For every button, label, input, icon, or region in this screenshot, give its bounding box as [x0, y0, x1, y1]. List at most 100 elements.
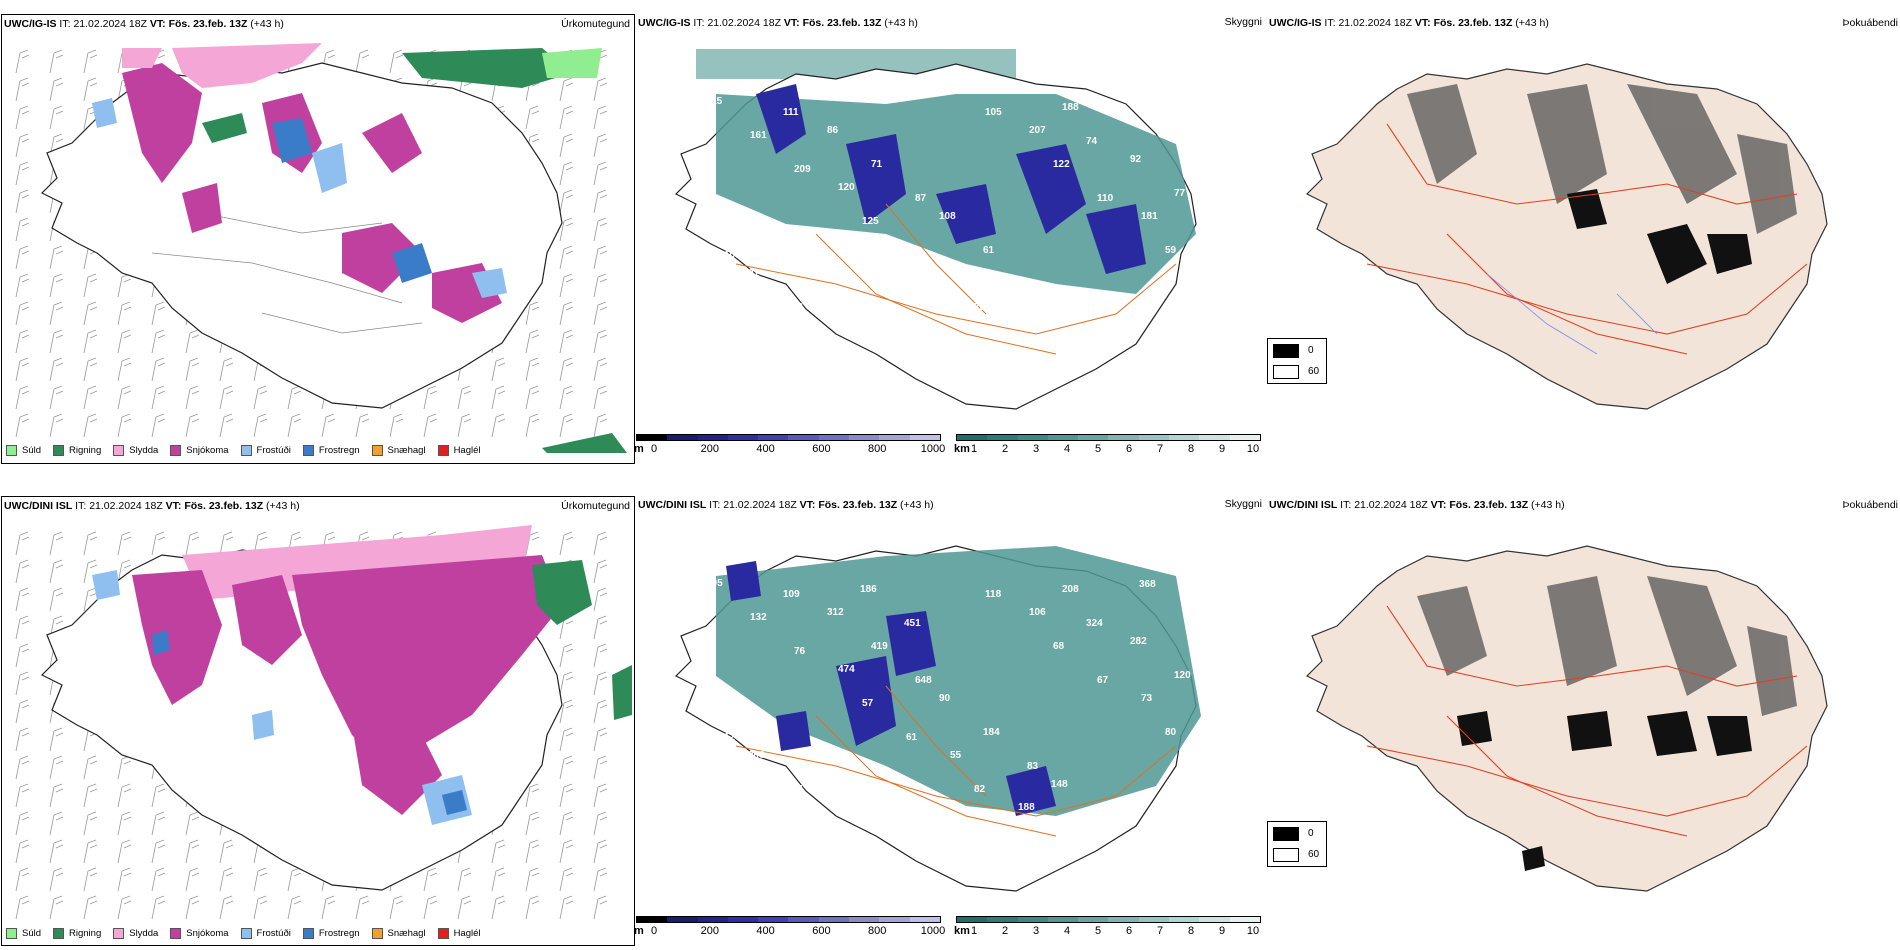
cloudbase-label: 90 [939, 693, 951, 704]
colorbar-tick: 9 [1218, 443, 1226, 455]
cloudbase-labels: 115 105 161 207 209 122 120 110 125 181 95 59 78 83 72… [706, 96, 1186, 342]
wind-barb [491, 413, 506, 438]
cloudbase-label: 209 [794, 164, 811, 175]
colorbar-tick: 2 [1001, 925, 1009, 937]
legend-swatch [437, 928, 449, 939]
wind-barb [593, 559, 608, 584]
legend-item: Haglél [437, 445, 481, 456]
wind-barb [15, 671, 30, 696]
precip-type-panel-top: UWC/IG-IS IT: 21.02.2024 18Z VT: Fös. 23… [1, 14, 635, 464]
wind-barb [423, 385, 438, 410]
wind-barb [117, 301, 132, 326]
cloudbase-label: 135 [1018, 320, 1035, 331]
legend-item: Rigning [53, 445, 101, 456]
wind-barb [117, 413, 132, 438]
wind-barb [389, 895, 404, 920]
wind-barb [83, 49, 98, 74]
legend-swatch [53, 445, 65, 456]
precip-type-map [15, 43, 627, 453]
wind-barb [15, 811, 30, 836]
wind-barb [151, 301, 166, 326]
wind-barb [525, 301, 540, 326]
cloudbase-label: 77 [1174, 188, 1186, 199]
wind-barb [491, 385, 506, 410]
wind-barb [559, 531, 574, 556]
wind-barb [49, 531, 64, 556]
colorbar-tick: 800 [868, 925, 887, 937]
wind-barb [559, 727, 574, 752]
colorbar-tick: 5 [1094, 925, 1102, 937]
wind-barb [423, 867, 438, 892]
wind-barb [525, 357, 540, 382]
cloudbase-label: 184 [983, 727, 1000, 738]
wind-barb [15, 245, 30, 270]
cloudbase-label: 80 [1165, 727, 1177, 738]
wind-barb [457, 385, 472, 410]
cloudbase-label: 106 [759, 807, 776, 818]
legend-item: Slydda [113, 928, 158, 939]
wind-barb [559, 301, 574, 326]
wind-barb [117, 273, 132, 298]
wind-barb [219, 839, 234, 864]
wind-barb [559, 413, 574, 438]
colorbar-tick: 3 [1032, 443, 1040, 455]
wind-barb [593, 105, 608, 130]
wind-barb [593, 671, 608, 696]
panel-header: UWC/DINI ISL IT: 21.02.2024 18Z VT: Fös.… [4, 500, 300, 512]
wind-barb [559, 189, 574, 214]
wind-barb [117, 329, 132, 354]
wind-barb [287, 413, 302, 438]
cloudbase-label: 122 [1053, 159, 1070, 170]
wind-barb [593, 217, 608, 242]
wind-barb [593, 867, 608, 892]
wind-barb [117, 811, 132, 836]
wind-barb [15, 217, 30, 242]
wind-barb [15, 559, 30, 584]
wind-barb [83, 783, 98, 808]
rain-areas [202, 48, 627, 453]
wind-barb [593, 77, 608, 102]
wind-barb [83, 329, 98, 354]
wind-barb [49, 587, 64, 612]
wind-barb [49, 895, 64, 920]
legend-item: Snjókoma [170, 928, 229, 939]
fog-map [1305, 545, 1828, 892]
legend-swatch [113, 445, 125, 456]
colorbar-tick: 5 [1094, 443, 1102, 455]
legend-item: Frostregn [302, 445, 360, 456]
wind-barb [491, 839, 506, 864]
wind-barb [593, 245, 608, 270]
visibility-title: Skyggni [1224, 16, 1262, 28]
wind-barb [15, 615, 30, 640]
cloudbase-label: 207 [1029, 125, 1046, 136]
legend-swatch [6, 445, 17, 456]
wind-barb [457, 413, 472, 438]
wind-barb [491, 867, 506, 892]
wind-barb [525, 839, 540, 864]
fog-label: 60 [1308, 366, 1320, 377]
wind-barb [355, 413, 370, 438]
wind-barb [15, 189, 30, 214]
wind-barb [253, 413, 268, 438]
wind-barb [559, 811, 574, 836]
wind-barb [49, 727, 64, 752]
wind-barb [117, 357, 132, 382]
wind-barb [593, 273, 608, 298]
legend-swatch [371, 445, 383, 456]
wind-barb [15, 133, 30, 158]
cloudbase-label: 92 [1130, 154, 1142, 165]
cloudbase-label: 54 [1095, 331, 1107, 342]
wind-barb [593, 811, 608, 836]
rain-areas [532, 560, 632, 720]
wind-barb [49, 559, 64, 584]
cloudbase-label: 648 [915, 675, 932, 686]
cloudbase-label: 133 [1095, 813, 1112, 824]
wind-barb [525, 895, 540, 920]
wind-barb [49, 811, 64, 836]
wind-barb [185, 839, 200, 864]
cloudbase-label: 66 [1027, 279, 1039, 290]
legend-swatch [170, 445, 182, 456]
colorbar-tick: 600 [812, 443, 831, 455]
colorbar-tick: 10 [1246, 443, 1260, 455]
wind-barb [15, 273, 30, 298]
